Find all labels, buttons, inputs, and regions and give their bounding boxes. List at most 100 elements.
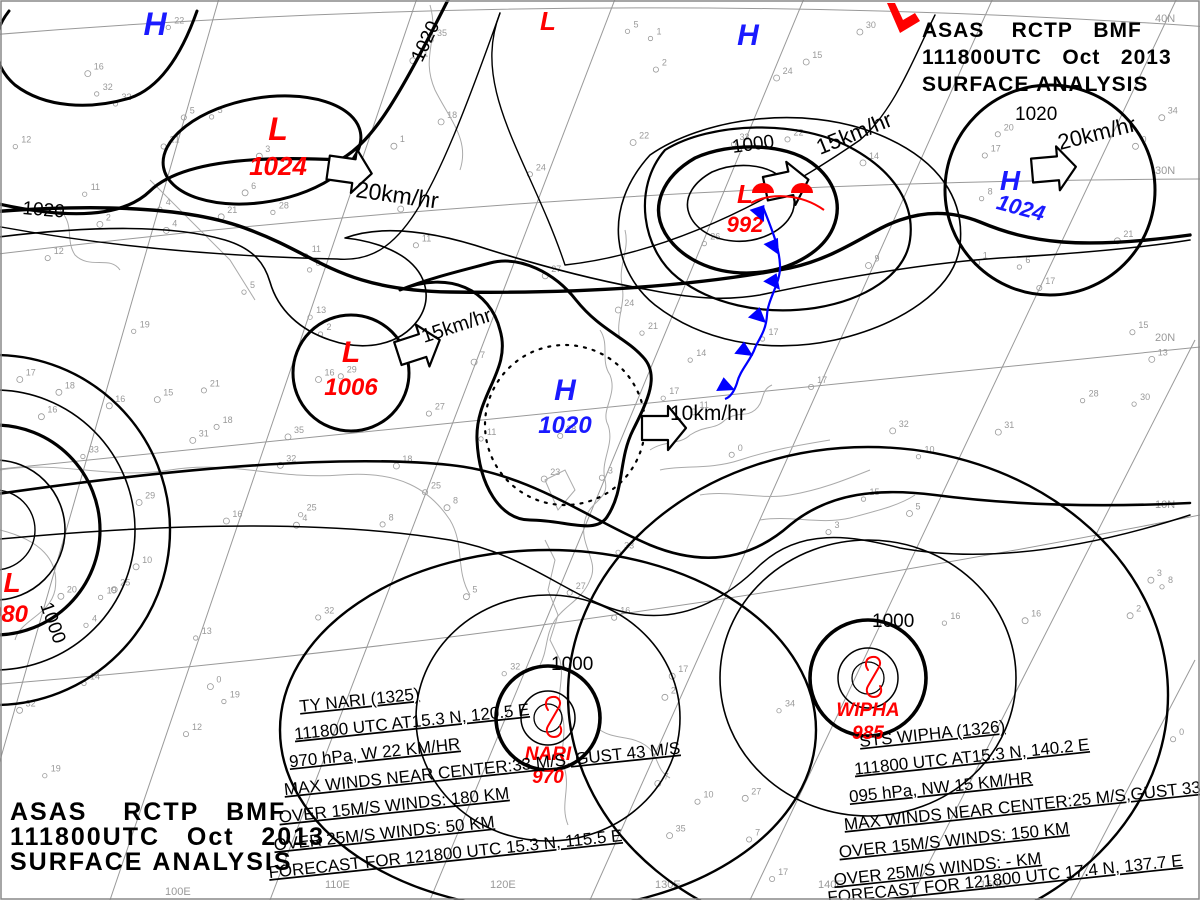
svg-text:35: 35 — [676, 824, 686, 834]
svg-text:5: 5 — [634, 19, 639, 29]
svg-text:120E: 120E — [490, 879, 516, 891]
svg-text:2: 2 — [327, 322, 332, 332]
svg-text:1000: 1000 — [551, 654, 593, 675]
svg-text:1: 1 — [400, 134, 405, 144]
svg-text:27: 27 — [576, 581, 586, 591]
svg-text:19: 19 — [51, 764, 61, 774]
svg-text:17: 17 — [991, 144, 1001, 154]
svg-text:35: 35 — [294, 425, 304, 435]
svg-text:21: 21 — [648, 321, 658, 331]
svg-text:ASAS RCTP BMF: ASAS RCTP BMF — [922, 19, 1142, 42]
svg-text:12: 12 — [54, 246, 64, 256]
svg-text:L: L — [540, 6, 556, 36]
svg-text:17: 17 — [1045, 276, 1055, 286]
svg-text:8: 8 — [453, 496, 458, 506]
svg-text:11: 11 — [487, 427, 496, 437]
svg-text:10km/hr: 10km/hr — [670, 402, 746, 425]
svg-text:32: 32 — [510, 662, 520, 672]
svg-text:18: 18 — [65, 380, 75, 390]
svg-text:20: 20 — [1004, 122, 1014, 132]
svg-text:27: 27 — [751, 786, 761, 796]
svg-text:30: 30 — [1140, 392, 1150, 402]
svg-text:10: 10 — [704, 790, 714, 800]
svg-text:40N: 40N — [1155, 13, 1175, 25]
svg-text:25: 25 — [431, 480, 441, 490]
svg-text:17: 17 — [669, 386, 679, 396]
svg-text:24: 24 — [783, 66, 793, 76]
svg-text:H: H — [737, 19, 760, 52]
svg-text:1000: 1000 — [872, 611, 914, 632]
svg-text:32: 32 — [899, 419, 909, 429]
svg-text:5: 5 — [190, 106, 195, 116]
svg-text:4: 4 — [302, 513, 307, 523]
svg-text:4: 4 — [92, 613, 97, 623]
svg-text:100E: 100E — [165, 886, 191, 898]
svg-text:21: 21 — [227, 205, 237, 215]
svg-text:27: 27 — [435, 402, 445, 412]
svg-text:1020: 1020 — [22, 198, 66, 223]
svg-text:H: H — [143, 6, 167, 42]
svg-text:28: 28 — [1089, 389, 1099, 399]
svg-text:16: 16 — [232, 509, 242, 519]
svg-text:H: H — [554, 374, 577, 407]
svg-text:11: 11 — [312, 244, 321, 254]
svg-text:13: 13 — [316, 305, 326, 315]
svg-text:19: 19 — [107, 585, 117, 595]
svg-text:3: 3 — [835, 520, 840, 530]
svg-text:4: 4 — [172, 218, 177, 228]
svg-text:10: 10 — [142, 555, 152, 565]
svg-text:110E: 110E — [325, 879, 350, 891]
svg-text:24: 24 — [624, 298, 634, 308]
svg-text:1: 1 — [657, 27, 662, 37]
svg-text:5: 5 — [472, 585, 477, 595]
svg-text:8: 8 — [389, 512, 394, 522]
svg-text:1020: 1020 — [538, 412, 592, 439]
svg-text:2: 2 — [106, 212, 111, 222]
svg-text:L: L — [3, 567, 20, 598]
svg-text:12: 12 — [192, 722, 202, 732]
svg-text:25: 25 — [307, 503, 317, 513]
svg-text:5: 5 — [250, 280, 255, 290]
svg-text:34: 34 — [1168, 106, 1178, 116]
svg-text:8: 8 — [988, 187, 993, 197]
svg-text:30N: 30N — [1155, 165, 1175, 177]
svg-text:1024: 1024 — [249, 151, 307, 181]
svg-text:L: L — [268, 111, 288, 147]
svg-text:22: 22 — [174, 15, 184, 25]
svg-text:17: 17 — [817, 375, 827, 385]
svg-text:12: 12 — [21, 135, 31, 145]
svg-text:7: 7 — [480, 350, 485, 360]
svg-text:23: 23 — [550, 467, 560, 477]
svg-text:13: 13 — [202, 626, 212, 636]
svg-text:20N: 20N — [1155, 332, 1175, 344]
svg-text:34: 34 — [785, 699, 795, 709]
svg-text:SURFACE ANALYSIS: SURFACE ANALYSIS — [10, 848, 293, 876]
svg-text:6: 6 — [251, 181, 256, 191]
svg-text:2: 2 — [662, 58, 667, 68]
svg-text:15: 15 — [163, 388, 173, 398]
svg-text:1020: 1020 — [1015, 104, 1057, 125]
svg-text:15: 15 — [812, 50, 822, 60]
svg-text:13: 13 — [1158, 347, 1168, 357]
svg-text:16: 16 — [1031, 609, 1041, 619]
svg-text:SURFACE ANALYSIS: SURFACE ANALYSIS — [922, 73, 1148, 96]
svg-text:9: 9 — [875, 254, 880, 264]
svg-text:0: 0 — [216, 675, 221, 685]
svg-text:7: 7 — [755, 828, 760, 838]
svg-text:8: 8 — [1168, 575, 1173, 585]
svg-text:L: L — [342, 336, 360, 369]
svg-text:22: 22 — [794, 127, 804, 137]
svg-text:17: 17 — [26, 368, 36, 378]
svg-text:32: 32 — [103, 82, 113, 92]
svg-text:0: 0 — [1179, 727, 1184, 737]
svg-text:16: 16 — [94, 62, 104, 72]
svg-text:28: 28 — [279, 200, 289, 210]
svg-text:19: 19 — [140, 319, 150, 329]
svg-text:19: 19 — [230, 690, 240, 700]
svg-text:2: 2 — [1136, 604, 1141, 614]
svg-text:31: 31 — [1004, 420, 1014, 430]
svg-text:16: 16 — [47, 405, 57, 415]
svg-text:1006: 1006 — [324, 374, 378, 401]
svg-text:16: 16 — [950, 611, 960, 621]
svg-text:L: L — [737, 179, 753, 209]
